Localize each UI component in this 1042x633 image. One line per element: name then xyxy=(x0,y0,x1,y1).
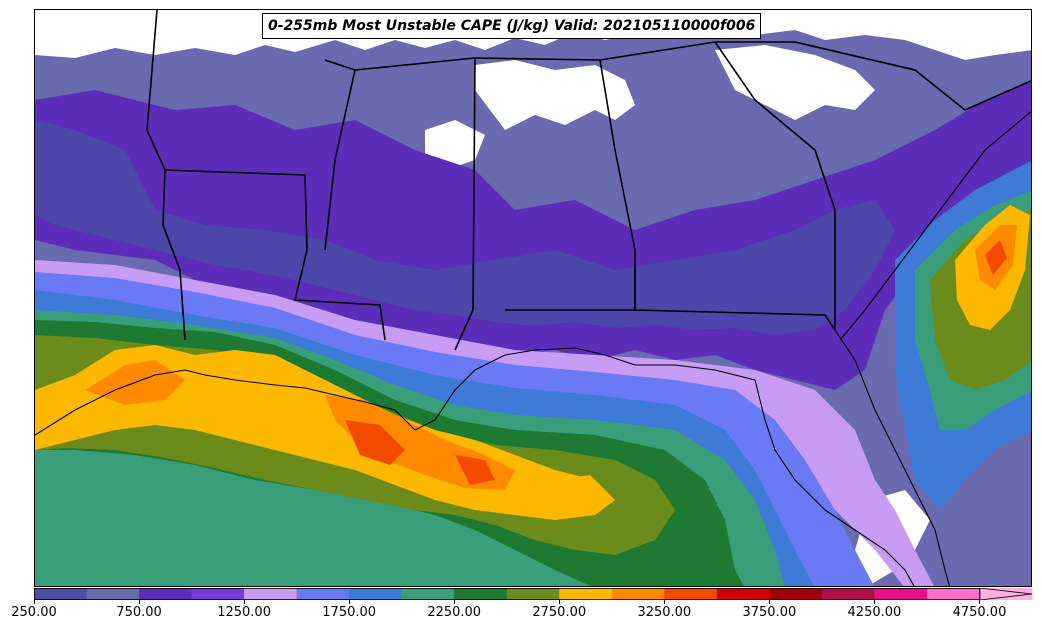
colorbar-tick-mark xyxy=(874,600,876,604)
colorbar-segment xyxy=(244,588,298,600)
colorbar-tick-label: 250.00 xyxy=(11,605,57,620)
colorbar-segment xyxy=(34,588,88,600)
cape-band-3500 xyxy=(455,455,495,485)
colorbar-tick-label: 2250.00 xyxy=(427,605,482,620)
map-title: 0-255mb Most Unstable CAPE (J/kg) Valid:… xyxy=(262,13,762,39)
colorbar-segment xyxy=(349,588,403,600)
colorbar-outline xyxy=(34,588,981,600)
colorbar-segment xyxy=(296,588,350,600)
colorbar-segment xyxy=(874,588,928,600)
low-cape-region xyxy=(715,45,875,120)
colorbar-tick-mark xyxy=(139,600,141,604)
low-cape-region xyxy=(425,120,485,170)
colorbar-segment xyxy=(664,588,718,600)
colorbar-tick-label: 750.00 xyxy=(116,605,162,620)
colorbar-tick-label: 2750.00 xyxy=(532,605,587,620)
cape-band-3500 xyxy=(345,420,405,465)
colorbar-segment xyxy=(139,588,193,600)
colorbar-tick-label: 4750.00 xyxy=(952,605,1007,620)
low-cape-region xyxy=(475,60,635,130)
colorbar-segment xyxy=(926,588,980,600)
colorbar-tick-mark xyxy=(349,600,351,604)
cape-band-750 xyxy=(35,120,895,335)
colorbar-segment xyxy=(769,588,823,600)
colorbar-segment xyxy=(559,588,613,600)
colorbar-tick-mark xyxy=(559,600,561,604)
colorbar-segment xyxy=(454,588,508,600)
colorbar-tick-label: 1250.00 xyxy=(217,605,271,620)
colorbar-extend-arrow xyxy=(979,588,1033,600)
colorbar-tick-label: 3250.00 xyxy=(637,605,692,620)
map-panel xyxy=(34,9,1032,587)
cape-band-3500 xyxy=(985,240,1007,275)
colorbar-tick-label: 3750.00 xyxy=(742,605,797,620)
colorbar-segment xyxy=(611,588,665,600)
cape-map xyxy=(35,10,1031,586)
colorbar-segment xyxy=(191,588,245,600)
colorbar-segment xyxy=(506,588,560,600)
colorbar-segment xyxy=(401,588,455,600)
colorbar-tick-label: 1750.00 xyxy=(322,605,377,620)
colorbar-tick-mark xyxy=(769,600,771,604)
cape-band-3000 xyxy=(555,475,610,510)
colorbar-tick-mark xyxy=(34,600,35,604)
coastline xyxy=(35,110,1031,586)
colorbar-tick-label: 4250.00 xyxy=(847,605,902,620)
colorbar-segment xyxy=(716,588,770,600)
colorbar-tick-mark xyxy=(979,600,981,604)
colorbar-tick-mark xyxy=(244,600,246,604)
colorbar-tick-mark xyxy=(664,600,666,604)
colorbar-segment xyxy=(86,588,140,600)
colorbar-segment xyxy=(821,588,875,600)
state-borders xyxy=(146,10,1031,351)
colorbar xyxy=(34,588,1033,600)
colorbar-tick-mark xyxy=(454,600,456,604)
